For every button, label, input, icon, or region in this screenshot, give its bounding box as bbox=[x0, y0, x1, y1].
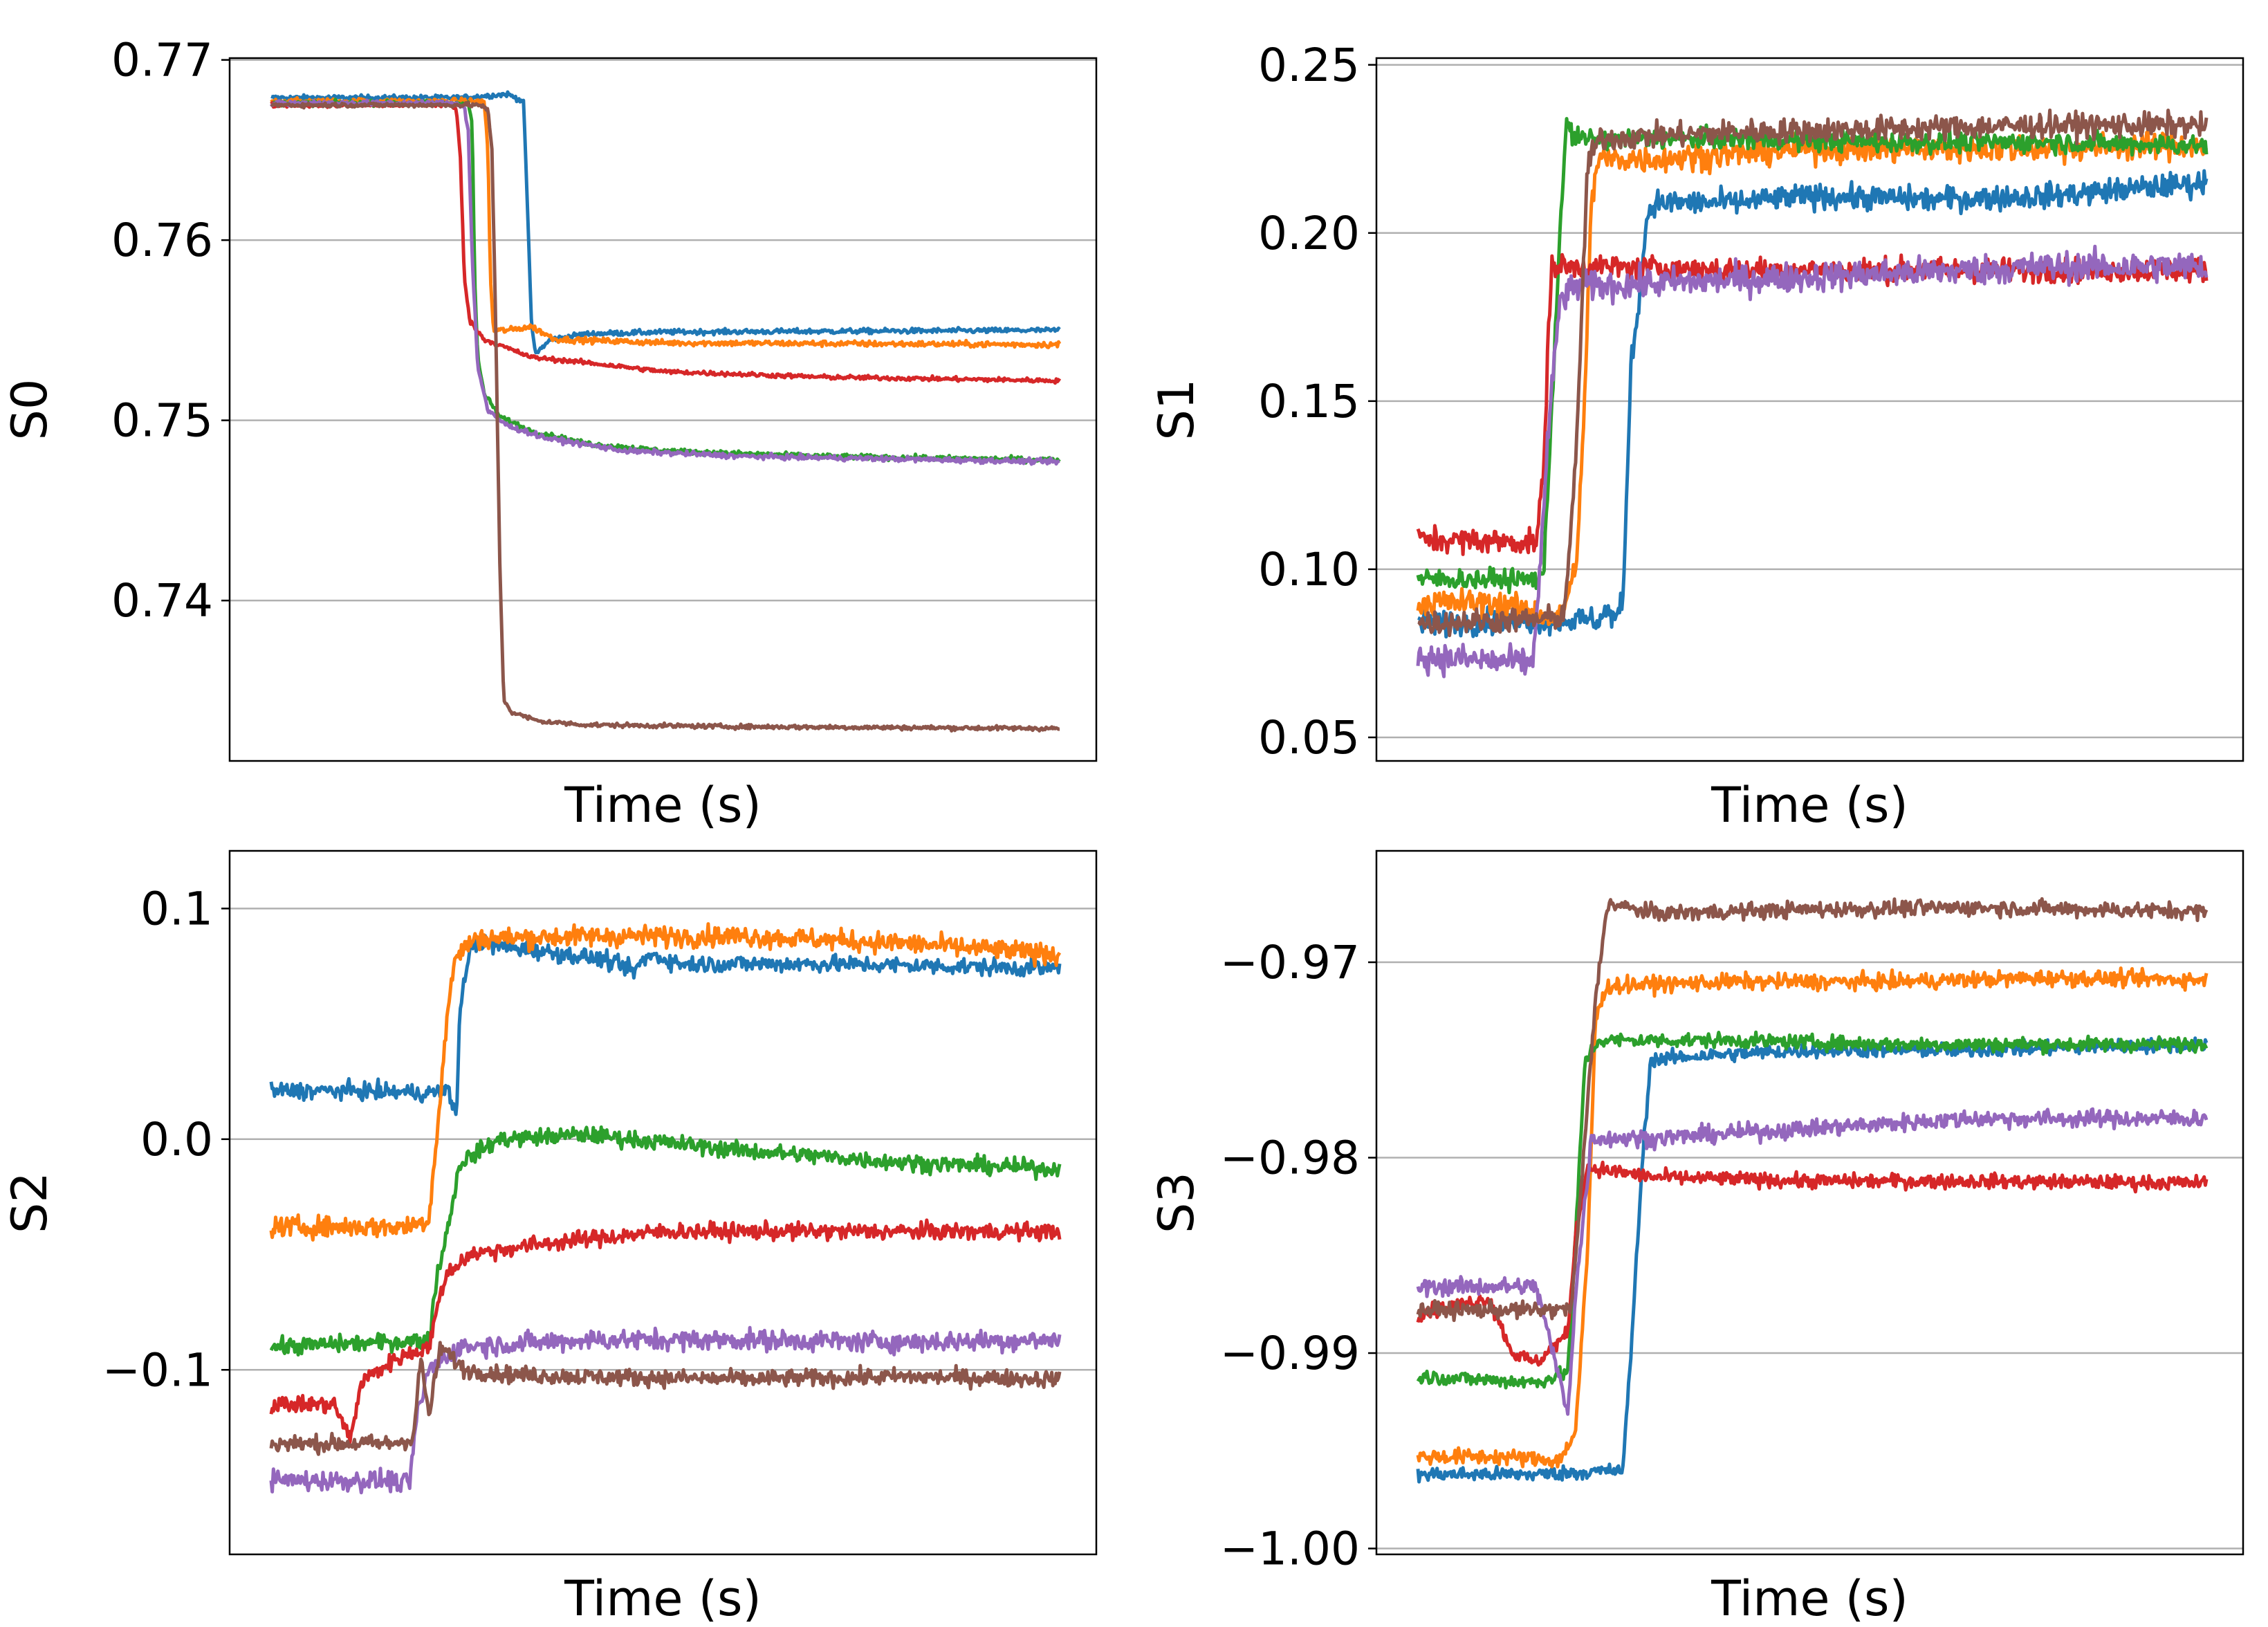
axes-frame bbox=[228, 57, 1098, 762]
ytick-label-1: 0.10 bbox=[1258, 543, 1360, 596]
line-series-2 bbox=[1416, 966, 2209, 1469]
subplot-1: 0.74 0.75 0.76 0.77 Time (s) S0 bbox=[1, 34, 1098, 834]
line-series-3 bbox=[1416, 1030, 2209, 1390]
line-series-4 bbox=[269, 1218, 1062, 1444]
ytick-label-3: −0.97 bbox=[1220, 936, 1360, 989]
ytick-label-3: 0.20 bbox=[1258, 207, 1360, 260]
line-series-6 bbox=[270, 100, 1060, 733]
subplot-2: 0.05 0.10 0.15 0.20 0.25 Time (s) S1 bbox=[1148, 39, 2244, 834]
series-group bbox=[1416, 897, 2209, 1484]
ytick-label-1: 0.75 bbox=[111, 394, 213, 448]
line-series-5 bbox=[269, 98, 1060, 466]
y-axis-label: S3 bbox=[1148, 1172, 1205, 1233]
line-series-3 bbox=[1416, 117, 2209, 595]
line-series-3 bbox=[270, 98, 1061, 465]
series-group bbox=[1416, 108, 2209, 679]
y-axis-label: S0 bbox=[1, 379, 58, 441]
ytick-label-0: −1.00 bbox=[1220, 1523, 1360, 1576]
line-series-6 bbox=[269, 1341, 1062, 1456]
line-series-5 bbox=[1416, 244, 2209, 679]
ytick-label-2: −0.98 bbox=[1220, 1132, 1360, 1185]
series-group bbox=[269, 90, 1062, 733]
ytick-label-0: 0.74 bbox=[111, 574, 213, 627]
ytick-label-0: 0.05 bbox=[1258, 711, 1360, 764]
ytick-label-2: 0.1 bbox=[140, 882, 213, 935]
line-series-2 bbox=[270, 95, 1062, 349]
x-axis-label: Time (s) bbox=[564, 777, 762, 834]
line-series-1 bbox=[269, 934, 1062, 1116]
line-series-4 bbox=[1416, 1160, 2209, 1367]
ytick-label-2: 0.15 bbox=[1258, 375, 1360, 428]
x-axis-label: Time (s) bbox=[1711, 777, 1908, 834]
axes-frame bbox=[228, 849, 1098, 1556]
ytick-label-2: 0.76 bbox=[111, 214, 213, 267]
line-series-2 bbox=[269, 922, 1062, 1242]
x-axis-label: Time (s) bbox=[564, 1570, 762, 1627]
axes-frame bbox=[1375, 849, 2244, 1556]
ytick-label-0: −0.1 bbox=[102, 1343, 213, 1397]
ytick-label-1: 0.0 bbox=[140, 1113, 213, 1166]
subplot-3: −0.1 0.0 0.1 Time (s) S2 bbox=[1, 849, 1098, 1627]
line-series-6 bbox=[1417, 108, 2209, 638]
subplot-4: −1.00 −0.99 −0.98 −0.97 Time (s) S3 bbox=[1148, 849, 2244, 1627]
line-series-5 bbox=[269, 1325, 1062, 1495]
series-group bbox=[269, 922, 1062, 1495]
ytick-label-3: 0.77 bbox=[111, 34, 213, 87]
line-series-1 bbox=[1417, 169, 2209, 638]
line-series-1 bbox=[1416, 1036, 2209, 1484]
ytick-label-1: −0.99 bbox=[1220, 1327, 1360, 1380]
y-axis-label: S1 bbox=[1148, 379, 1205, 441]
line-series-6 bbox=[1416, 897, 2209, 1323]
line-series-5 bbox=[1416, 1107, 2209, 1416]
ytick-label-4: 0.25 bbox=[1258, 39, 1360, 92]
line-series-4 bbox=[1416, 252, 2209, 556]
axes-frame bbox=[1375, 57, 2244, 762]
line-series-1 bbox=[270, 90, 1061, 355]
x-axis-label: Time (s) bbox=[1711, 1570, 1908, 1627]
y-axis-label: S2 bbox=[1, 1172, 58, 1233]
line-series-3 bbox=[269, 1125, 1062, 1357]
